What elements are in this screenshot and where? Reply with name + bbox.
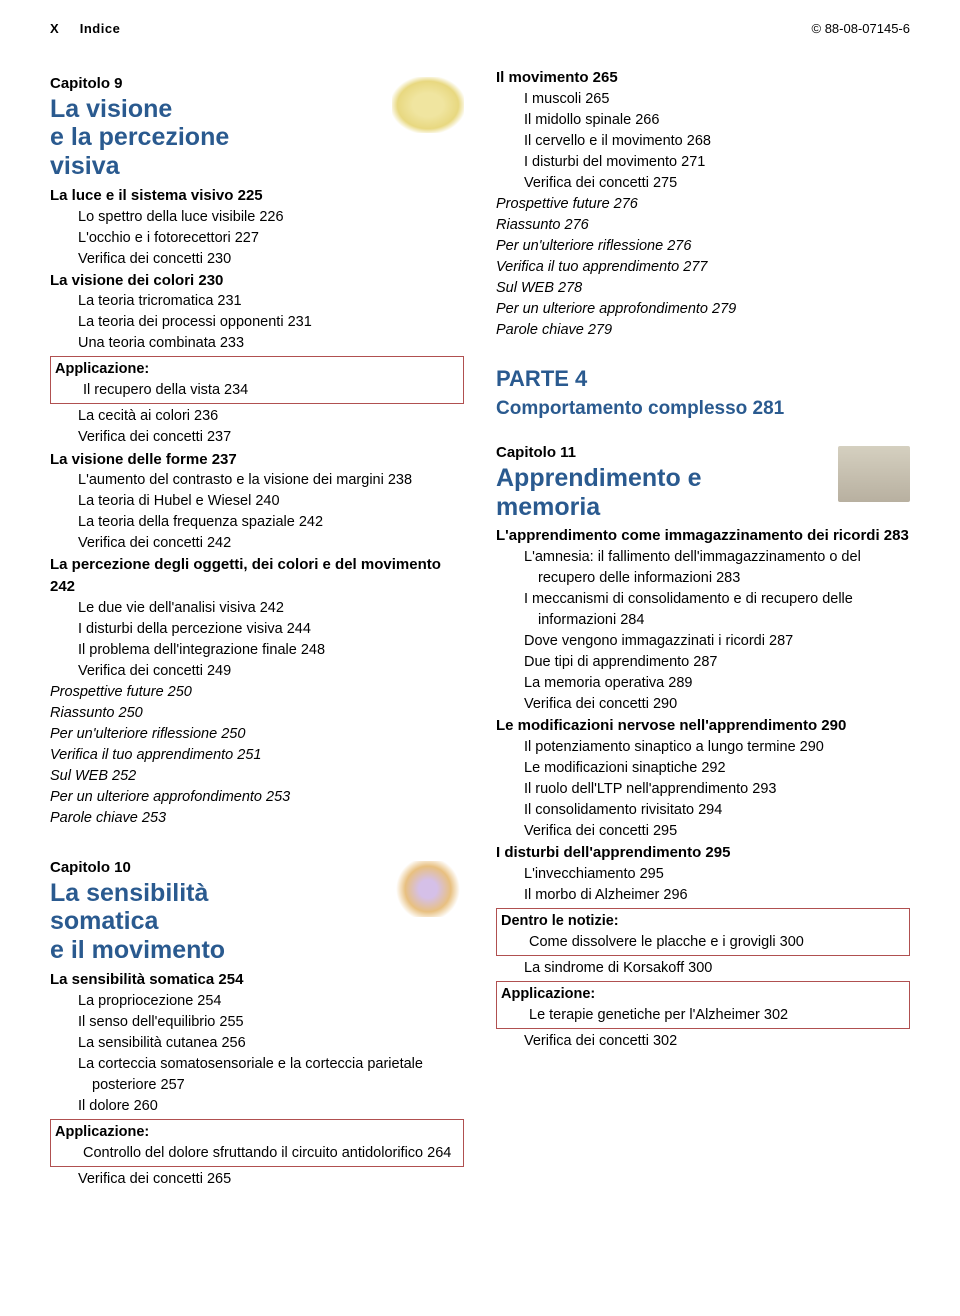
toc-entry: Verifica dei concetti 295 [496,821,910,842]
header-isbn: © 88-08-07145-6 [812,20,910,39]
page-letter: X [50,21,59,36]
toc-entry: Il dolore 260 [50,1096,464,1117]
chapter-11-image [838,446,910,502]
toc-entry: La cecità ai colori 236 [50,406,464,427]
toc-entry: Il cervello e il movimento 268 [496,131,910,152]
part-title: PARTE 4 [496,363,910,395]
toc-entry: Verifica dei concetti 242 [50,533,464,554]
columns: Capitolo 9 La visione e la percezione vi… [50,67,910,1190]
part-subtitle: Comportamento complesso 281 [496,395,910,423]
toc-entry: Due tipi di apprendimento 287 [496,652,910,673]
toc-entry: Una teoria combinata 233 [50,333,464,354]
toc-entry: La sindrome di Korsakoff 300 [496,958,910,979]
toc-entry: La corteccia somatosensoriale e la corte… [50,1054,464,1096]
toc-entry: Verifica dei concetti 290 [496,694,910,715]
chapter-9-image [392,77,464,133]
toc-entry: Il consolidamento rivisitato 294 [496,800,910,821]
toc-entry: Il potenziamento sinaptico a lungo termi… [496,737,910,758]
box-title: Applicazione: [501,984,905,1005]
toc-entry: La teoria tricromatica 231 [50,291,464,312]
toc-entry: Il movimento 265 [496,67,910,89]
toc-entry: Verifica dei concetti 249 [50,661,464,682]
toc-entry: Verifica il tuo apprendimento 251 [50,745,464,766]
left-column: Capitolo 9 La visione e la percezione vi… [50,67,464,1190]
title-line: e il movimento [50,936,225,964]
toc-entry: Il problema dell'integrazione finale 248 [50,640,464,661]
toc-entry: Prospettive future 250 [50,682,464,703]
toc-entry: Parole chiave 279 [496,320,910,341]
header-left: X Indice [50,20,120,39]
title-line: memoria [496,493,600,521]
toc-entry: La luce e il sistema visivo 225 [50,185,464,207]
toc-entry: La sensibilità cutanea 256 [50,1033,464,1054]
toc-entry: La memoria operativa 289 [496,673,910,694]
toc-entry: La teoria di Hubel e Wiesel 240 [50,491,464,512]
title-line: somatica [50,907,158,935]
toc-entry: I disturbi del movimento 271 [496,152,910,173]
toc-entry: Il senso dell'equilibrio 255 [50,1012,464,1033]
toc-entry: La visione delle forme 237 [50,449,464,471]
toc-entry: Parole chiave 253 [50,808,464,829]
toc-entry: Riassunto 250 [50,703,464,724]
application-box: Applicazione: Controllo del dolore sfrut… [50,1119,464,1167]
toc-entry: L'occhio e i fotorecettori 227 [50,228,464,249]
toc-entry: L'invecchiamento 295 [496,864,910,885]
toc-entry: Il midollo spinale 266 [496,110,910,131]
toc-entry: Sul WEB 278 [496,278,910,299]
toc-entry: La sensibilità somatica 254 [50,969,464,991]
toc-entry: Il morbo di Alzheimer 296 [496,885,910,906]
toc-entry: La percezione degli oggetti, dei colori … [50,554,464,598]
toc-entry: La propriocezione 254 [50,991,464,1012]
toc-entry: Per un ulteriore approfondimento 279 [496,299,910,320]
page-header: X Indice © 88-08-07145-6 [50,20,910,39]
toc-entry: L'aumento del contrasto e la visione dei… [50,470,464,491]
toc-entry: Verifica dei concetti 302 [496,1031,910,1052]
toc-entry: La visione dei colori 230 [50,270,464,292]
box-entry: Le terapie genetiche per l'Alzheimer 302 [501,1005,905,1026]
toc-entry: Le modificazioni nervose nell'apprendime… [496,715,910,737]
toc-entry: I meccanismi di consolidamento e di recu… [496,589,910,631]
toc-entry: I disturbi dell'apprendimento 295 [496,842,910,864]
toc-entry: I disturbi della percezione visiva 244 [50,619,464,640]
toc-entry: Verifica dei concetti 237 [50,427,464,448]
toc-entry: Lo spettro della luce visibile 226 [50,207,464,228]
section-label: Indice [80,21,121,36]
toc-entry: Verifica dei concetti 230 [50,249,464,270]
toc-entry: L'apprendimento come immagazzinamento de… [496,525,910,547]
title-line: La visione [50,95,172,123]
toc-entry: Il ruolo dell'LTP nell'apprendimento 293 [496,779,910,800]
toc-entry: I muscoli 265 [496,89,910,110]
box-title: Applicazione: [55,1122,459,1143]
application-box: Applicazione: Il recupero della vista 23… [50,356,464,404]
right-column: Il movimento 265 I muscoli 265 Il midoll… [496,67,910,1190]
toc-entry: Le modificazioni sinaptiche 292 [496,758,910,779]
news-box: Dentro le notizie: Come dissolvere le pl… [496,908,910,956]
toc-entry: Verifica il tuo apprendimento 277 [496,257,910,278]
toc-entry: La teoria della frequenza spaziale 242 [50,512,464,533]
box-entry: Il recupero della vista 234 [55,380,459,401]
chapter-10-image [392,861,464,917]
toc-entry: Per un ulteriore approfondimento 253 [50,787,464,808]
toc-entry: Verifica dei concetti 275 [496,173,910,194]
toc-entry: L'amnesia: il fallimento dell'immagazzin… [496,547,910,589]
toc-entry: Sul WEB 252 [50,766,464,787]
application-box: Applicazione: Le terapie genetiche per l… [496,981,910,1029]
toc-entry: Prospettive future 276 [496,194,910,215]
box-title: Dentro le notizie: [501,911,905,932]
title-line: e la percezione [50,123,229,151]
box-title: Applicazione: [55,359,459,380]
toc-entry: Per un'ulteriore riflessione 250 [50,724,464,745]
box-entry: Come dissolvere le placche e i grovigli … [501,932,905,953]
title-line: visiva [50,152,120,180]
box-entry: Controllo del dolore sfruttando il circu… [55,1143,459,1164]
toc-entry: Le due vie dell'analisi visiva 242 [50,598,464,619]
title-line: Apprendimento e [496,464,702,492]
title-line: La sensibilità [50,879,208,907]
toc-entry: Verifica dei concetti 265 [50,1169,464,1190]
toc-entry: Dove vengono immagazzinati i ricordi 287 [496,631,910,652]
toc-entry: Per un'ulteriore riflessione 276 [496,236,910,257]
toc-entry: La teoria dei processi opponenti 231 [50,312,464,333]
toc-entry: Riassunto 276 [496,215,910,236]
